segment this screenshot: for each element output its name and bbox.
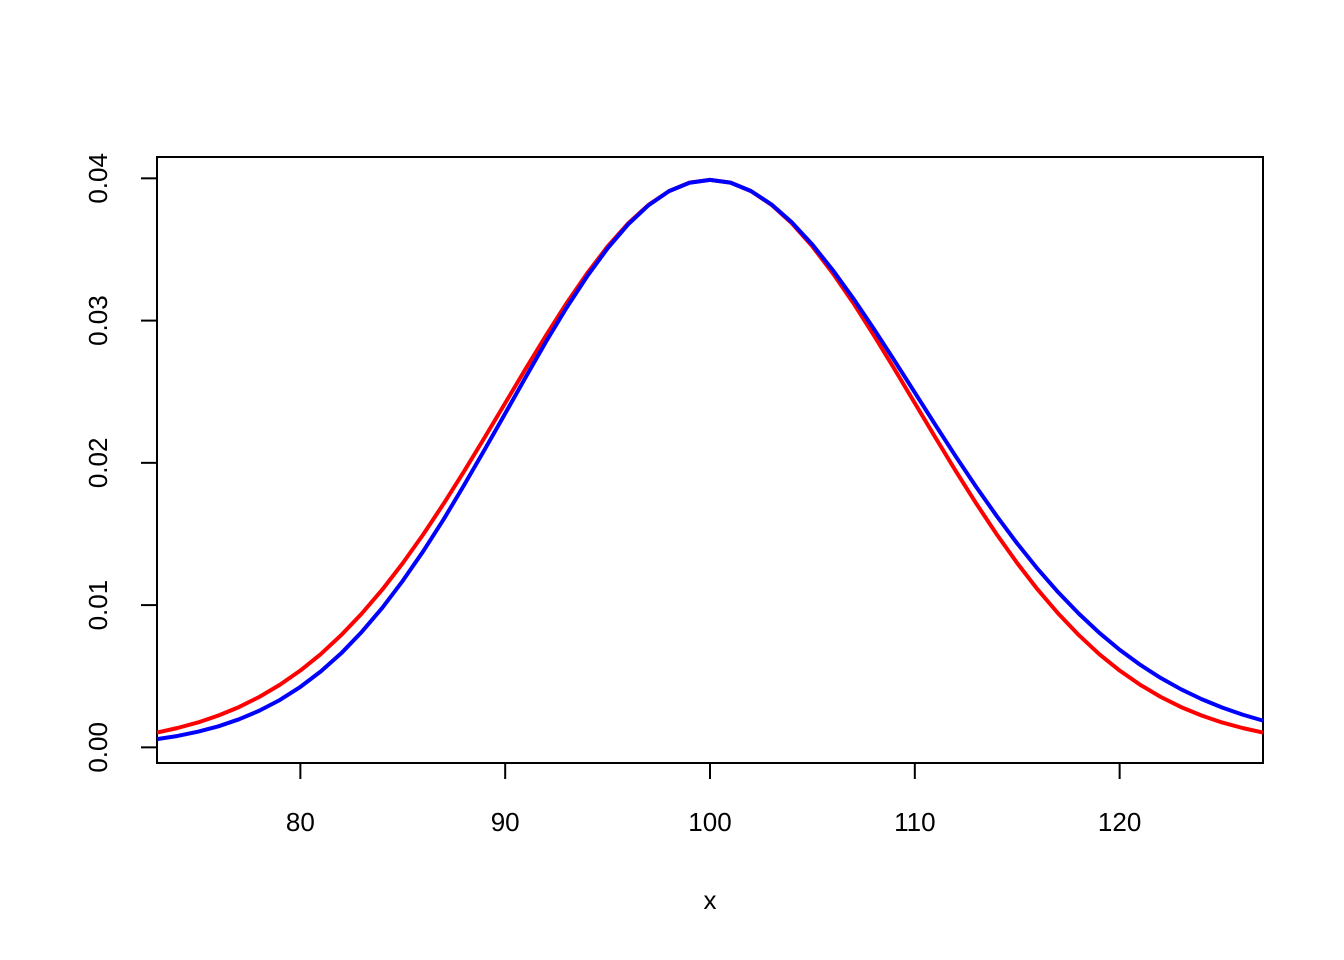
y-tick-label: 0.04 [83, 153, 113, 204]
x-axis-label: x [704, 885, 717, 915]
x-tick-label: 110 [894, 807, 935, 837]
series-line [156, 177, 1264, 735]
x-tick-label: 90 [491, 807, 520, 837]
y-tick-label: 0.01 [83, 580, 113, 631]
x-tick-label: 120 [1098, 807, 1141, 837]
series-line [156, 177, 1264, 742]
y-tick-label: 0.02 [83, 438, 113, 489]
x-tick-label: 100 [688, 807, 731, 837]
x-tick-label: 80 [286, 807, 315, 837]
y-tick-label: 0.03 [83, 295, 113, 346]
y-tick-label: 0.00 [83, 722, 113, 773]
